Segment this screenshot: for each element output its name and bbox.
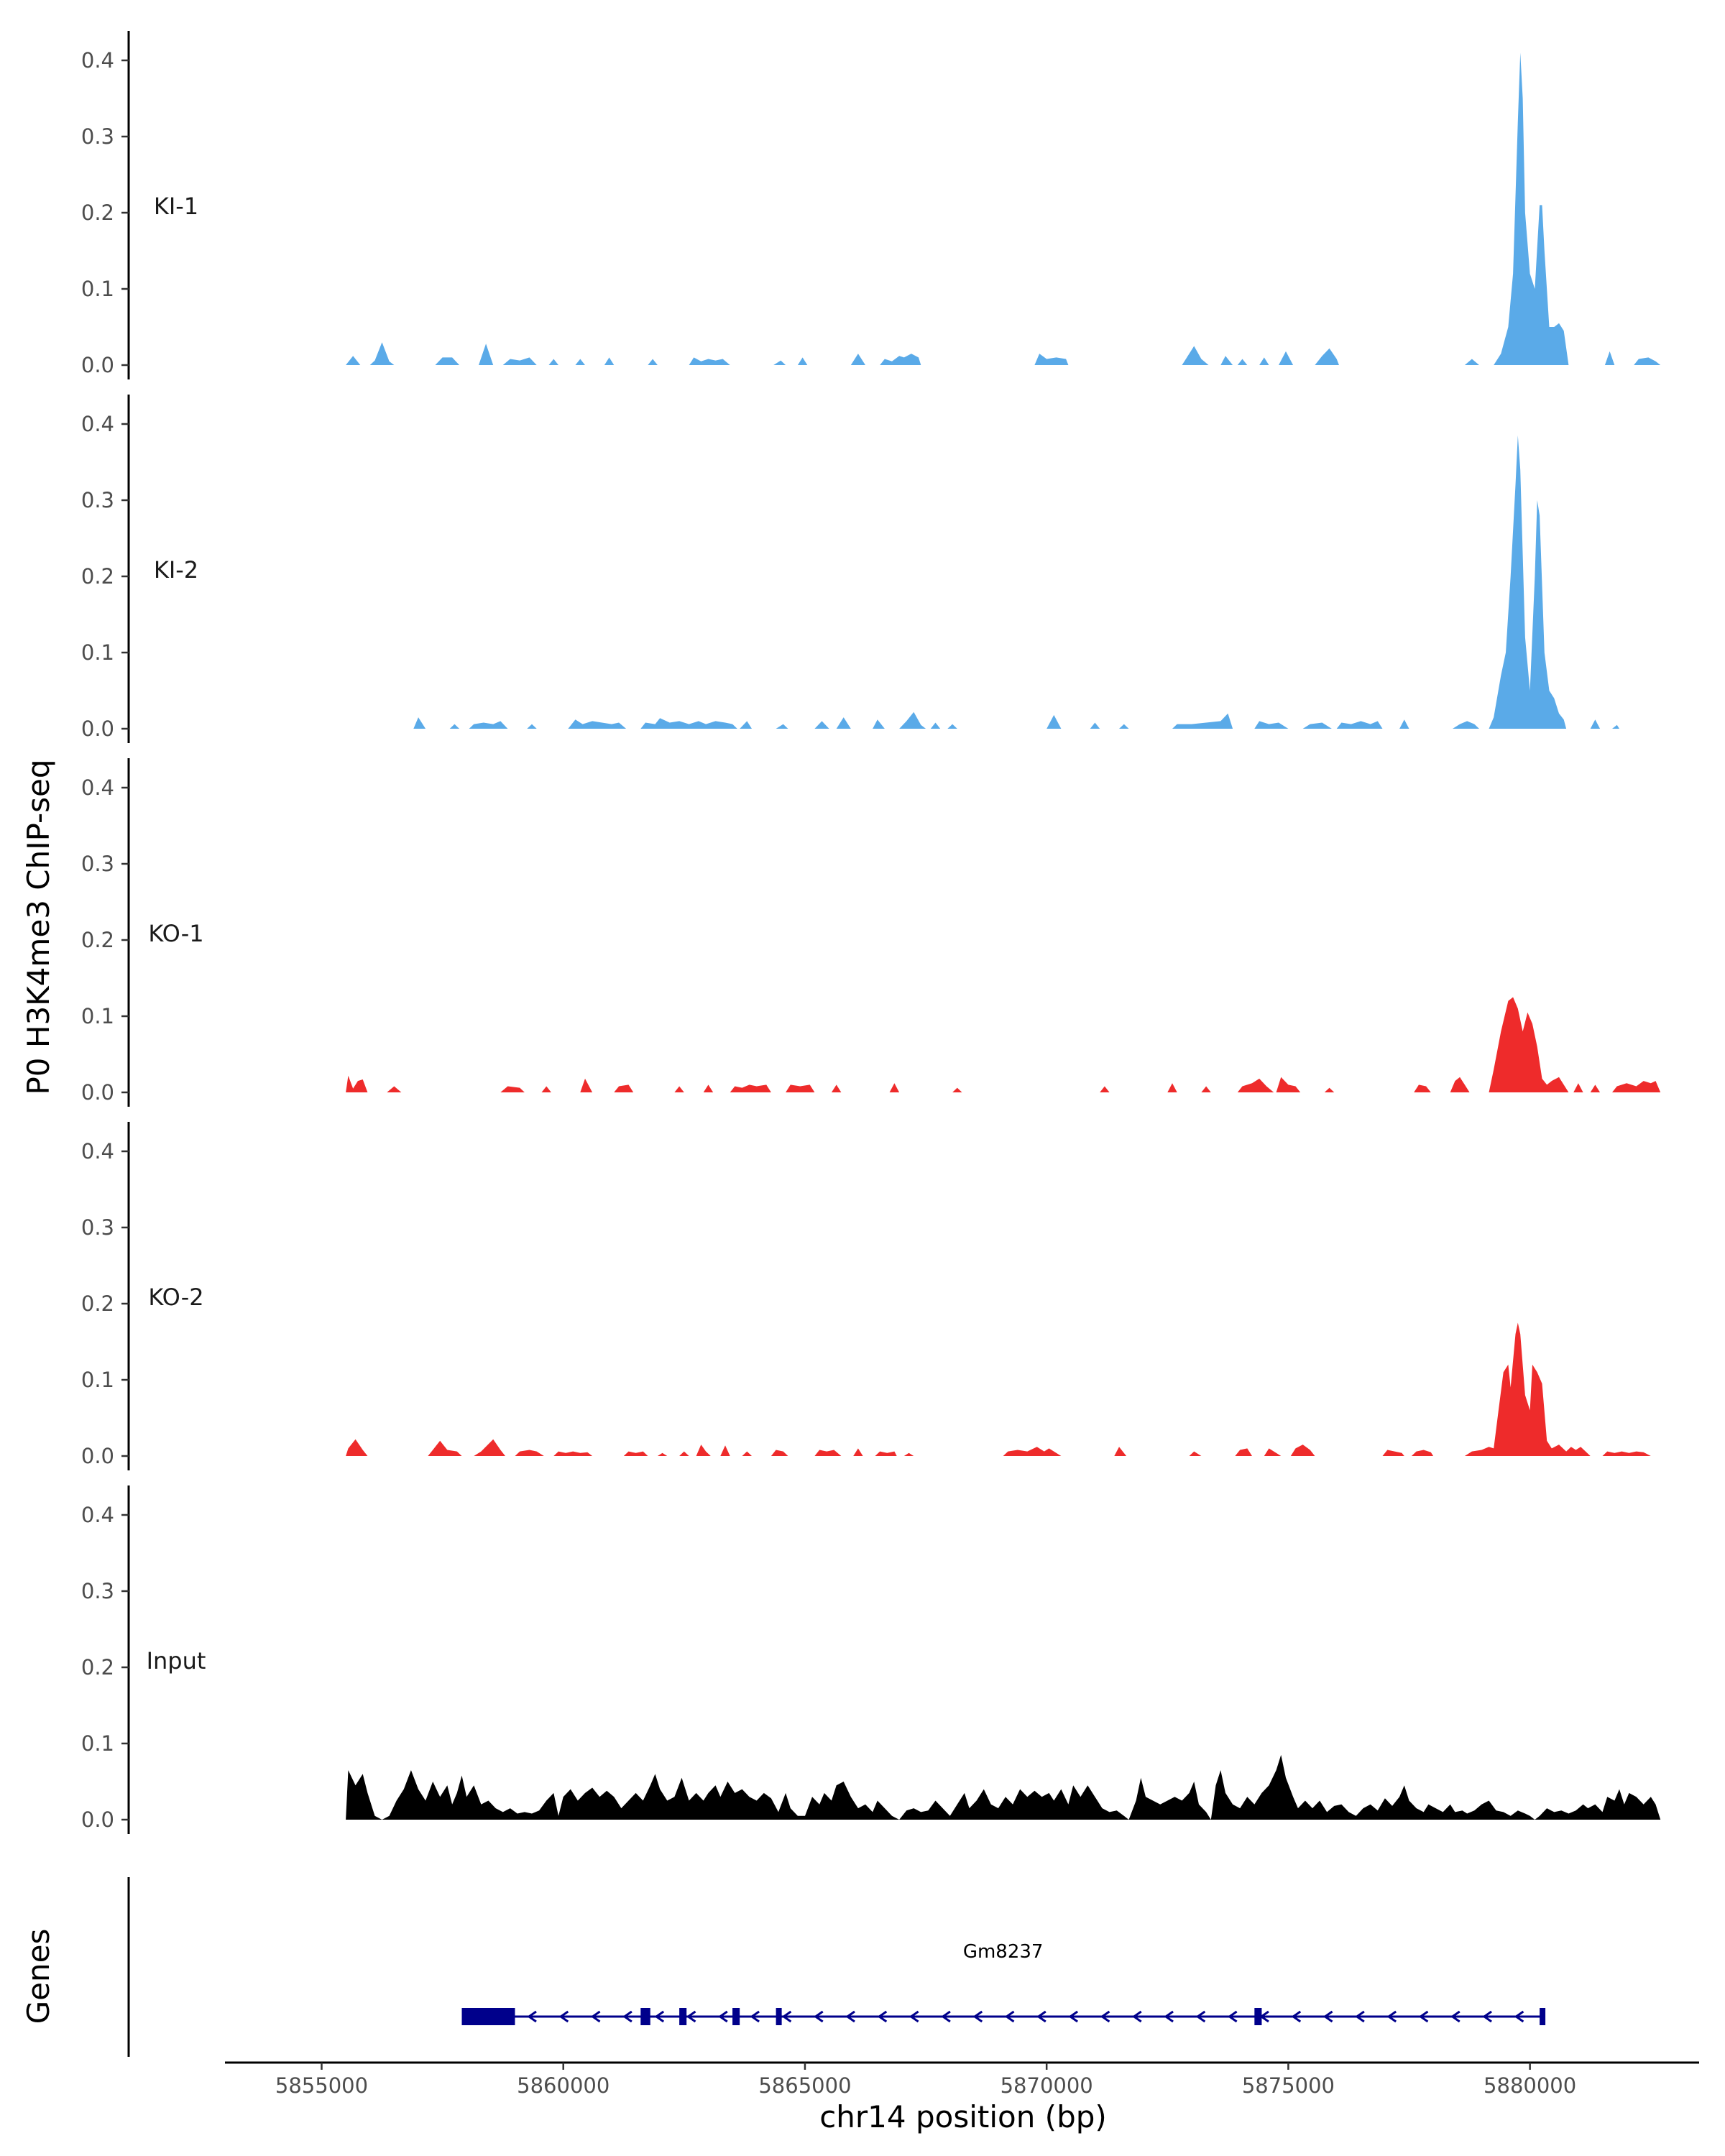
y-tick-label: 0.0	[81, 1080, 114, 1105]
strand-arrow	[750, 2010, 760, 2023]
track-ko-1: 0.0 0.1 0.2 0.3 0.4 KO-1	[81, 758, 1661, 1107]
strand-arrow	[1514, 2010, 1524, 2023]
strand-arrow	[590, 2010, 601, 2023]
strand-arrow	[1355, 2010, 1365, 2023]
gene-exon	[461, 2008, 515, 2025]
strand-arrow	[686, 2010, 696, 2023]
y-tick-label: 0.0	[81, 1807, 114, 1832]
x-axis-title: chr14 position (bp)	[819, 2099, 1107, 2134]
y-tick-label: 0.4	[81, 1139, 114, 1164]
y-tick-label: 0.2	[81, 201, 114, 225]
track-label: KO-1	[148, 920, 203, 947]
track-label: Input	[147, 1647, 206, 1674]
x-tick-label: 5880000	[1484, 2073, 1576, 2098]
strand-arrow	[622, 2010, 632, 2023]
y-tick-label: 0.4	[81, 775, 114, 800]
gene-exon	[732, 2008, 740, 2025]
strand-arrow	[814, 2010, 824, 2023]
track-ki-2: 0.0 0.1 0.2 0.3 0.4 KI-2	[81, 395, 1619, 743]
track-label: KI-2	[154, 556, 198, 584]
strand-arrow	[1004, 2010, 1015, 2023]
strand-arrow	[908, 2010, 919, 2023]
genes-axis-title: Genes	[21, 1929, 56, 2024]
y-tick-label: 0.2	[81, 1291, 114, 1316]
gene-exon	[1540, 2008, 1546, 2025]
track-ki-1: 0.0 0.1 0.2 0.3 0.4 KI-1	[81, 31, 1661, 379]
strand-arrow	[972, 2010, 983, 2023]
y-tick-label: 0.1	[81, 1731, 114, 1756]
y-tick-label: 0.2	[81, 564, 114, 589]
strand-arrow	[1482, 2010, 1492, 2023]
strand-arrow	[845, 2010, 855, 2023]
signal-tracks: 0.00.10.20.30.4KI-10.00.10.20.30.4KI-20.…	[81, 31, 1661, 1834]
y-axis-title: P0 H3K4me3 ChIP-seq	[21, 759, 56, 1095]
strand-arrow	[1386, 2010, 1397, 2023]
strand-arrow	[527, 2010, 537, 2023]
y-tick-label: 0.3	[81, 488, 114, 512]
y-tick-label: 0.1	[81, 1004, 114, 1028]
signal-area-ko-2	[346, 1322, 1651, 1456]
strand-arrow	[1132, 2010, 1142, 2023]
y-tick-label: 0.2	[81, 1655, 114, 1680]
signal-area-ki-1	[346, 52, 1661, 366]
y-tick-label: 0.0	[81, 717, 114, 741]
signal-area-ko-1	[346, 997, 1661, 1092]
strand-arrow	[877, 2010, 888, 2023]
strand-arrow	[1195, 2010, 1206, 2023]
y-tick-label: 0.4	[81, 48, 114, 73]
x-tick-label: 5875000	[1242, 2073, 1335, 2098]
track-ko-2: 0.0 0.1 0.2 0.3 0.4 KO-2	[81, 1122, 1651, 1470]
strand-arrow	[1418, 2010, 1429, 2023]
x-tick-label: 5855000	[275, 2073, 368, 2098]
track-label: KI-1	[154, 193, 198, 220]
y-tick-label: 0.1	[81, 1368, 114, 1392]
y-tick-label: 0.3	[81, 1215, 114, 1240]
gene-exon	[640, 2008, 650, 2025]
strand-arrow	[558, 2010, 569, 2023]
strand-arrow	[718, 2010, 728, 2023]
gene-track: Gm8237	[127, 1877, 1546, 2057]
y-tick-label: 0.4	[81, 412, 114, 436]
x-tick-label: 5870000	[1000, 2073, 1093, 2098]
y-tick-label: 0.0	[81, 1444, 114, 1468]
strand-arrow	[781, 2010, 792, 2023]
strand-arrow	[1291, 2010, 1302, 2023]
x-tick-label: 5860000	[517, 2073, 610, 2098]
gene-exon	[776, 2008, 782, 2025]
y-tick-label: 0.1	[81, 277, 114, 301]
y-tick-label: 0.0	[81, 353, 114, 377]
gene-exon	[1254, 2008, 1262, 2025]
signal-area-ki-2	[413, 435, 1619, 729]
y-tick-label: 0.3	[81, 124, 114, 149]
strand-arrow	[1228, 2010, 1238, 2023]
gene-name-label: Gm8237	[963, 1941, 1044, 1963]
y-tick-label: 0.2	[81, 928, 114, 952]
x-tick-label: 5865000	[758, 2073, 851, 2098]
strand-arrow	[1450, 2010, 1460, 2023]
strand-arrow	[1036, 2010, 1046, 2023]
strand-arrow	[654, 2010, 665, 2023]
track-label: KO-2	[148, 1284, 203, 1311]
strand-arrow	[1322, 2010, 1333, 2023]
y-tick-label: 0.3	[81, 1579, 114, 1603]
signal-area-input	[346, 1754, 1661, 1820]
y-tick-label: 0.1	[81, 640, 114, 665]
track-input: 0.0 0.1 0.2 0.3 0.4 Input	[81, 1485, 1661, 1834]
strand-arrow	[1100, 2010, 1110, 2023]
strand-arrow	[941, 2010, 951, 2023]
x-axis: 5855000 5860000 5865000 5870000 5875000 58800…	[225, 2061, 1699, 2098]
y-tick-label: 0.4	[81, 1503, 114, 1527]
strand-arrow	[1068, 2010, 1078, 2023]
gene-exon	[679, 2008, 687, 2025]
strand-arrow	[1164, 2010, 1174, 2023]
y-tick-label: 0.3	[81, 852, 114, 876]
